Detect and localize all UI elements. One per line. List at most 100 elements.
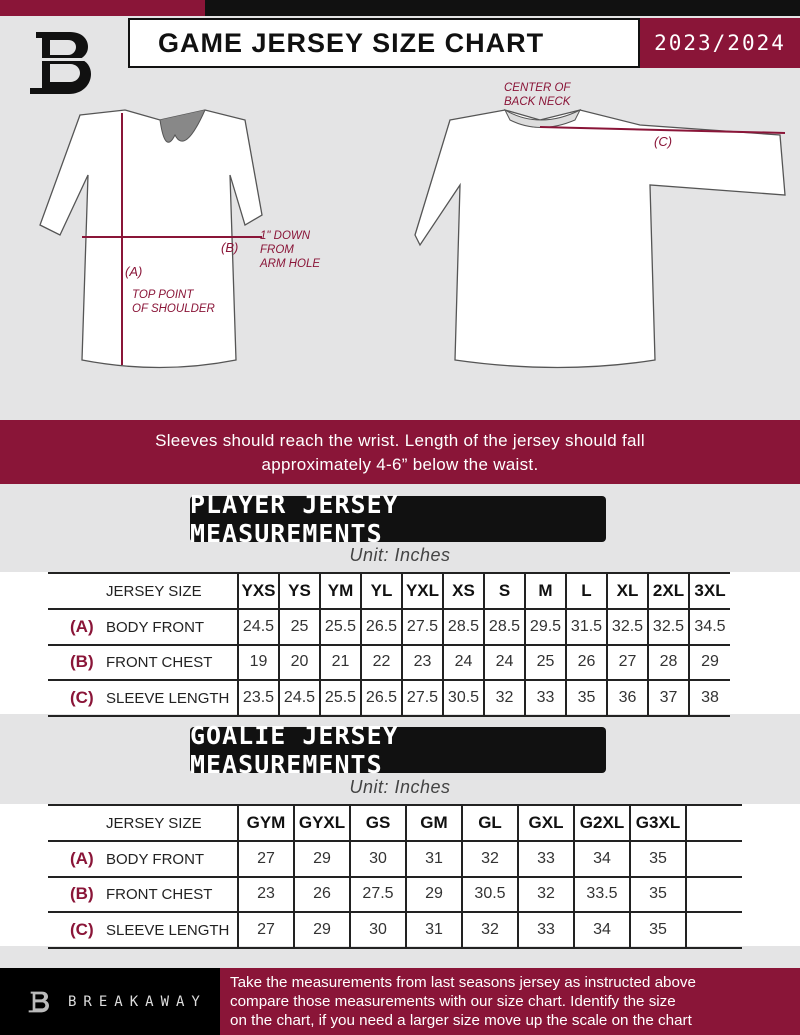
size-header: GYXL	[293, 804, 350, 842]
cell-value: 32.5	[606, 609, 648, 646]
cell-value: 32	[461, 912, 518, 949]
season-badge: 2023/2024	[640, 18, 800, 68]
cell-value: 27.5	[349, 876, 406, 913]
cell-value: 31	[405, 912, 462, 949]
cell-value: 33	[517, 841, 574, 878]
jersey-diagram	[39, 108, 786, 369]
cell-value: 34	[573, 912, 630, 949]
row-name: FRONT CHEST	[106, 654, 213, 672]
cell-value: 26	[565, 644, 607, 681]
fit-instructions-banner: Sleeves should reach the wrist. Length o…	[0, 420, 800, 484]
cell-value: 27.5	[401, 680, 443, 717]
cell-value: 33	[517, 912, 574, 949]
size-header: S	[483, 572, 525, 610]
size-header	[685, 804, 742, 842]
table-row: (C) SLEEVE LENGTH 23.5 24.5 25.5 26.5 27.5 30.5…	[48, 680, 730, 717]
cell-value: 30	[349, 841, 406, 878]
cell-value: 22	[360, 644, 402, 681]
cell-value: 30.5	[442, 680, 484, 717]
cell-value: 28	[647, 644, 689, 681]
cell-value: 29	[293, 912, 350, 949]
goalie-unit: Unit: Inches	[349, 777, 451, 797]
row-code: (A)	[70, 616, 94, 636]
table-row: (C) SLEEVE LENGTH 27 29 30 31 32 33 34 35	[48, 912, 742, 949]
size-header: L	[565, 572, 607, 610]
row-name: BODY FRONT	[106, 618, 205, 636]
size-header: XL	[606, 572, 648, 610]
row-code: (C)	[70, 919, 94, 939]
size-header: GS	[349, 804, 406, 842]
cell-value	[685, 876, 742, 913]
cell-value: 21	[319, 644, 361, 681]
cell-value: 32.5	[647, 609, 689, 646]
cell-value: 36	[606, 680, 648, 717]
note-top-shoulder: TOP POINT OF SHOULDER	[132, 289, 215, 315]
label-b: (B)	[221, 240, 239, 255]
row-code: (B)	[70, 652, 94, 672]
cell-value: 24.5	[237, 609, 279, 646]
cell-value: 25.5	[319, 680, 361, 717]
breakaway-logo-small	[28, 991, 49, 1012]
note-center-back-neck: CENTER OF BACK NECK	[504, 82, 571, 108]
cell-value: 29	[688, 644, 730, 681]
size-header: XS	[442, 572, 484, 610]
size-header: 3XL	[688, 572, 730, 610]
cell-value: 28.5	[483, 609, 525, 646]
cell-value: 32	[483, 680, 525, 717]
cell-value: 26.5	[360, 609, 402, 646]
top-black-bar	[205, 0, 800, 16]
cell-value: 31	[405, 841, 462, 878]
row-code: (A)	[70, 848, 94, 868]
goalie-heading: GOALIE JERSEY MEASUREMENTS	[190, 721, 606, 779]
size-header: YL	[360, 572, 402, 610]
cell-value: 35	[629, 876, 686, 913]
size-header: M	[524, 572, 566, 610]
size-header: GM	[405, 804, 462, 842]
cell-value: 32	[461, 841, 518, 878]
size-header: YM	[319, 572, 361, 610]
size-label: JERSEY SIZE	[106, 582, 202, 600]
size-header: 2XL	[647, 572, 689, 610]
size-header: YXL	[401, 572, 443, 610]
cell-value: 31.5	[565, 609, 607, 646]
player-heading: PLAYER JERSEY MEASUREMENTS	[190, 490, 606, 548]
cell-value: 27	[237, 841, 294, 878]
cell-value: 38	[688, 680, 730, 717]
row-name: FRONT CHEST	[106, 886, 213, 904]
player-size-table: JERSEY SIZE YXS YS YM YL YXL XS S M L XL 2XL 3XL (A) B…	[48, 572, 730, 717]
cell-value: 27	[606, 644, 648, 681]
cell-value: 27.5	[401, 609, 443, 646]
cell-value: 27	[237, 912, 294, 949]
cell-value: 23.5	[237, 680, 279, 717]
top-accent-bar	[0, 0, 205, 16]
row-code: (B)	[70, 884, 94, 904]
size-header: G2XL	[573, 804, 630, 842]
cell-value: 37	[647, 680, 689, 717]
cell-value: 19	[237, 644, 279, 681]
cell-value: 34	[573, 841, 630, 878]
size-header: YXS	[237, 572, 279, 610]
goalie-size-table: JERSEY SIZE GYM GYXL GS GM GL GXL G2XL G3XL (A) BO…	[48, 804, 742, 949]
cell-value: 34.5	[688, 609, 730, 646]
cell-value: 20	[278, 644, 320, 681]
size-header: GXL	[517, 804, 574, 842]
cell-value: 35	[565, 680, 607, 717]
breakaway-logo	[28, 32, 94, 94]
cell-value: 29	[405, 876, 462, 913]
cell-value: 24	[442, 644, 484, 681]
size-header: GL	[461, 804, 518, 842]
cell-value: 35	[629, 912, 686, 949]
row-code: (C)	[70, 687, 94, 707]
header-row: JERSEY SIZE YXS YS YM YL YXL XS S M L XL 2XL 3XL	[48, 572, 730, 610]
size-header: YS	[278, 572, 320, 610]
cell-value: 35	[629, 841, 686, 878]
player-unit: Unit: Inches	[349, 545, 451, 565]
cell-value: 25	[278, 609, 320, 646]
cell-value: 26	[293, 876, 350, 913]
cell-value: 29.5	[524, 609, 566, 646]
cell-value: 23	[401, 644, 443, 681]
row-name: BODY FRONT	[106, 850, 205, 868]
header-row: JERSEY SIZE GYM GYXL GS GM GL GXL G2XL G3XL	[48, 804, 742, 842]
row-name: SLEEVE LENGTH	[106, 921, 230, 939]
table-row: (A) BODY FRONT 24.5 25 25.5 26.5 27.5 28.5 28.5 2…	[48, 609, 730, 646]
